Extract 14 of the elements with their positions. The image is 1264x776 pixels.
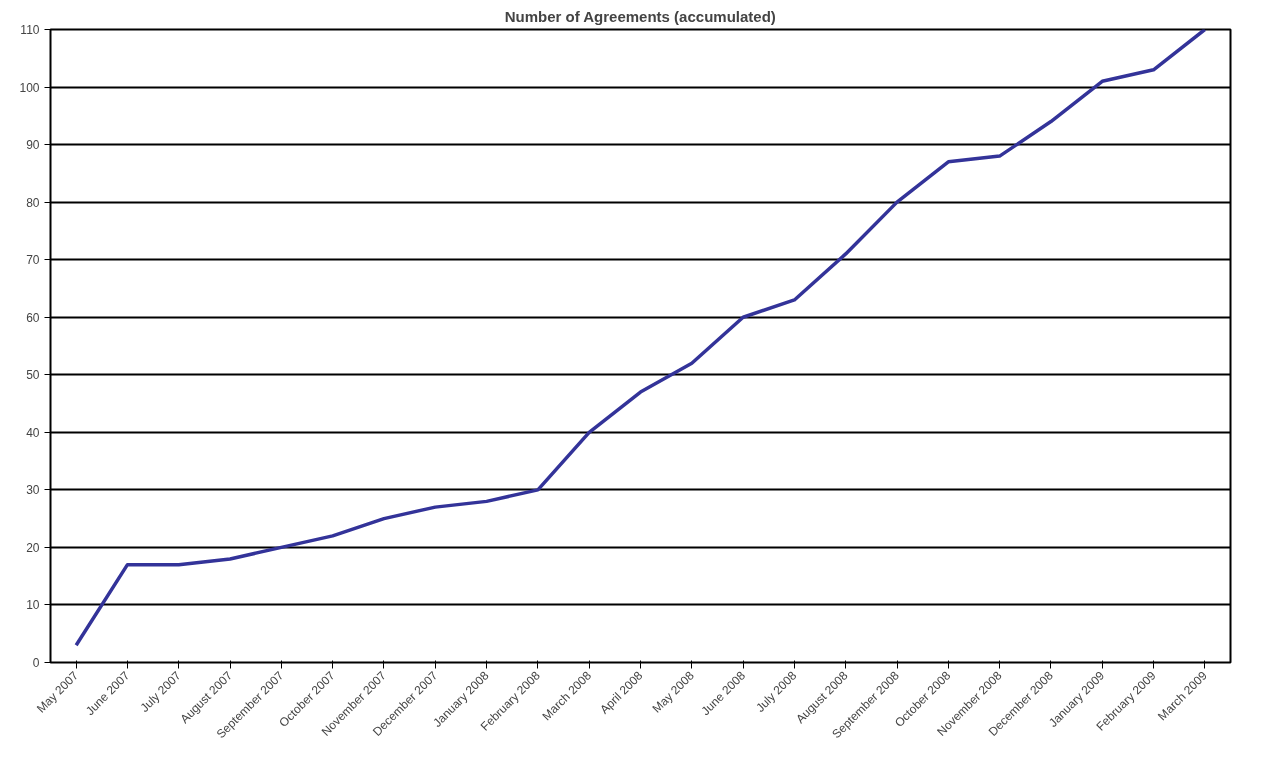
y-tick-label: 40 (26, 425, 40, 440)
y-tick-label: 80 (26, 195, 40, 210)
line-series (74, 29, 1207, 647)
y-tick-label: 20 (26, 540, 40, 555)
y-tick-label: 60 (26, 310, 40, 325)
y-tick-label: 30 (26, 483, 40, 498)
y-tick-label: 90 (26, 138, 40, 153)
y-tick-label: 110 (20, 23, 40, 37)
chart-title: Number of Agreements (accumulated) (504, 7, 776, 25)
y-tick-label: 70 (26, 253, 40, 268)
y-tick-label: 0 (32, 656, 40, 670)
y-tick-label: 10 (26, 598, 40, 613)
y-tick-label: 50 (26, 368, 40, 383)
y-tick-label: 100 (19, 80, 40, 95)
